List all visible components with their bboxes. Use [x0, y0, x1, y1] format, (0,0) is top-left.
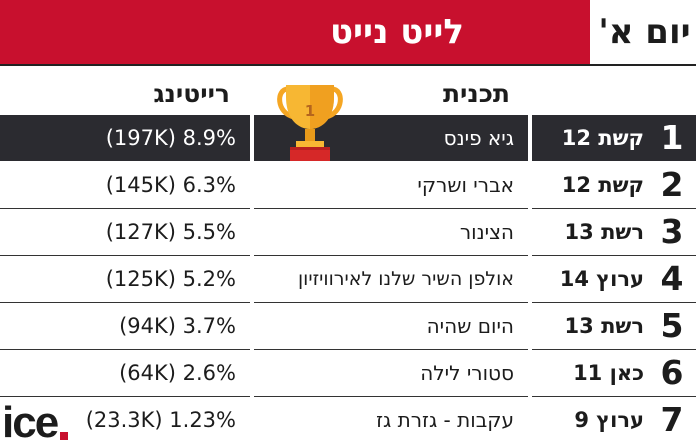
trophy-icon: 1	[277, 85, 343, 161]
row-divider	[0, 208, 250, 209]
channel-cell: רשת 13	[564, 220, 644, 244]
table-row: (127K) 5.5% הצינור רשת 13 3	[0, 209, 696, 256]
channel-cell: ערוץ 9	[574, 408, 644, 432]
program-cell: סטורי לילה	[420, 361, 514, 385]
logo-dot	[60, 432, 68, 440]
channel-cell: ערוץ 14	[559, 267, 644, 291]
row-divider	[532, 255, 696, 256]
rating-cell: (23.3K) 1.23%	[85, 408, 236, 432]
channel-cell: רשת 13	[564, 314, 644, 338]
table-row: (125K) 5.2% אולפן השיר שלנו לאירוויזיון …	[0, 256, 696, 303]
row-divider	[532, 302, 696, 303]
column-header-rating: רייטינג	[153, 79, 230, 108]
rating-cell: (127K) 5.5%	[105, 220, 236, 244]
header: לייט נייט יום א'	[0, 0, 696, 66]
table-row: (197K) 8.9% גיא פינס קשת 12 1	[0, 115, 696, 162]
program-cell: הצינור	[459, 220, 514, 244]
channel-cell: קשת 12	[532, 115, 648, 161]
row-divider	[532, 349, 696, 350]
rank-cell: 5	[660, 306, 684, 345]
table-row: (145K) 6.3% אברי ושרקי קשת 12 2	[0, 162, 696, 209]
channel-cell: כאן 11	[573, 361, 644, 385]
row-divider	[254, 396, 528, 397]
program-cell: אברי ושרקי	[417, 173, 514, 197]
page-title: לייט נייט	[329, 12, 464, 52]
header-banner: לייט נייט	[0, 0, 590, 64]
row-divider	[532, 208, 696, 209]
table-row: (64K) 2.6% סטורי לילה כאן 11 6	[0, 350, 696, 397]
program-cell: היום שהיה	[426, 314, 514, 338]
rating-cell: (64K) 2.6%	[119, 361, 236, 385]
program-cell: עקבות - גזרת גז	[376, 408, 514, 432]
row-divider	[254, 349, 528, 350]
row-divider	[0, 302, 250, 303]
rating-cell: (145K) 6.3%	[105, 173, 236, 197]
table-row: (94K) 3.7% היום שהיה רשת 13 5	[0, 303, 696, 350]
row-gap	[528, 115, 532, 161]
rating-cell: (94K) 3.7%	[119, 314, 236, 338]
rank-cell: 6	[660, 353, 684, 392]
row-divider	[0, 396, 250, 397]
channel-cell: קשת 12	[561, 173, 644, 197]
program-cell: אולפן השיר שלנו לאירוויזיון	[298, 268, 514, 290]
column-header-program: תכנית	[442, 79, 510, 108]
rating-cell: (197K) 8.9%	[0, 115, 250, 161]
row-divider	[532, 396, 696, 397]
trophy-number: 1	[305, 102, 315, 120]
day-label: יום א'	[598, 12, 691, 52]
row-divider	[0, 255, 250, 256]
rank-cell: 4	[660, 259, 684, 298]
row-divider	[0, 349, 250, 350]
table-row: (23.3K) 1.23% עקבות - גזרת גז ערוץ 9 7	[0, 397, 696, 444]
rank-cell: 3	[660, 212, 684, 251]
rating-cell: (125K) 5.2%	[105, 267, 236, 291]
row-divider	[254, 255, 528, 256]
header-divider	[0, 64, 696, 66]
row-divider	[254, 208, 528, 209]
row-divider	[254, 302, 528, 303]
ice-logo: ice	[2, 398, 59, 447]
rank-cell: 1	[648, 115, 696, 161]
rank-cell: 7	[660, 400, 684, 439]
rank-cell: 2	[660, 165, 684, 204]
